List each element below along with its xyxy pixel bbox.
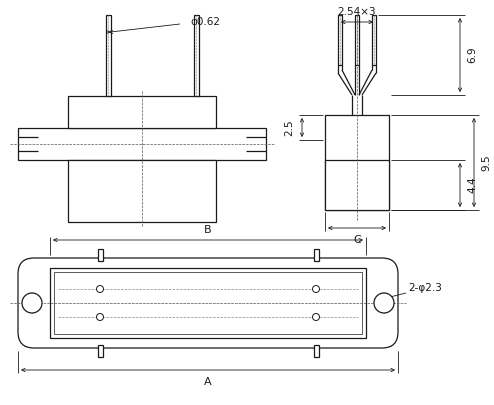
Text: 6.9: 6.9 xyxy=(467,47,477,63)
Text: 9.5: 9.5 xyxy=(481,154,491,171)
Circle shape xyxy=(313,286,320,292)
Text: 2-φ2.3: 2-φ2.3 xyxy=(408,283,442,293)
Bar xyxy=(18,128,266,160)
Bar xyxy=(97,249,102,261)
Bar xyxy=(314,249,319,261)
Bar xyxy=(106,15,111,96)
Circle shape xyxy=(313,313,320,320)
Circle shape xyxy=(96,313,104,320)
Bar xyxy=(325,160,389,210)
Text: 4.4: 4.4 xyxy=(467,177,477,193)
Text: B: B xyxy=(204,225,212,235)
Circle shape xyxy=(22,293,42,313)
Circle shape xyxy=(374,293,394,313)
Text: C: C xyxy=(353,235,361,245)
Bar xyxy=(372,15,376,65)
Bar xyxy=(194,15,199,96)
Bar xyxy=(68,160,216,222)
Bar xyxy=(50,268,366,338)
Bar xyxy=(97,345,102,357)
Bar xyxy=(314,345,319,357)
Bar xyxy=(355,15,359,65)
Bar xyxy=(54,272,362,334)
FancyBboxPatch shape xyxy=(18,258,398,348)
Text: φ0.62: φ0.62 xyxy=(190,17,220,27)
Bar xyxy=(325,115,389,210)
Circle shape xyxy=(96,286,104,292)
Text: 2.54×3: 2.54×3 xyxy=(338,7,376,17)
Text: A: A xyxy=(204,377,212,387)
Text: 2.5: 2.5 xyxy=(284,119,294,136)
Bar xyxy=(68,96,216,128)
Bar xyxy=(338,15,342,65)
